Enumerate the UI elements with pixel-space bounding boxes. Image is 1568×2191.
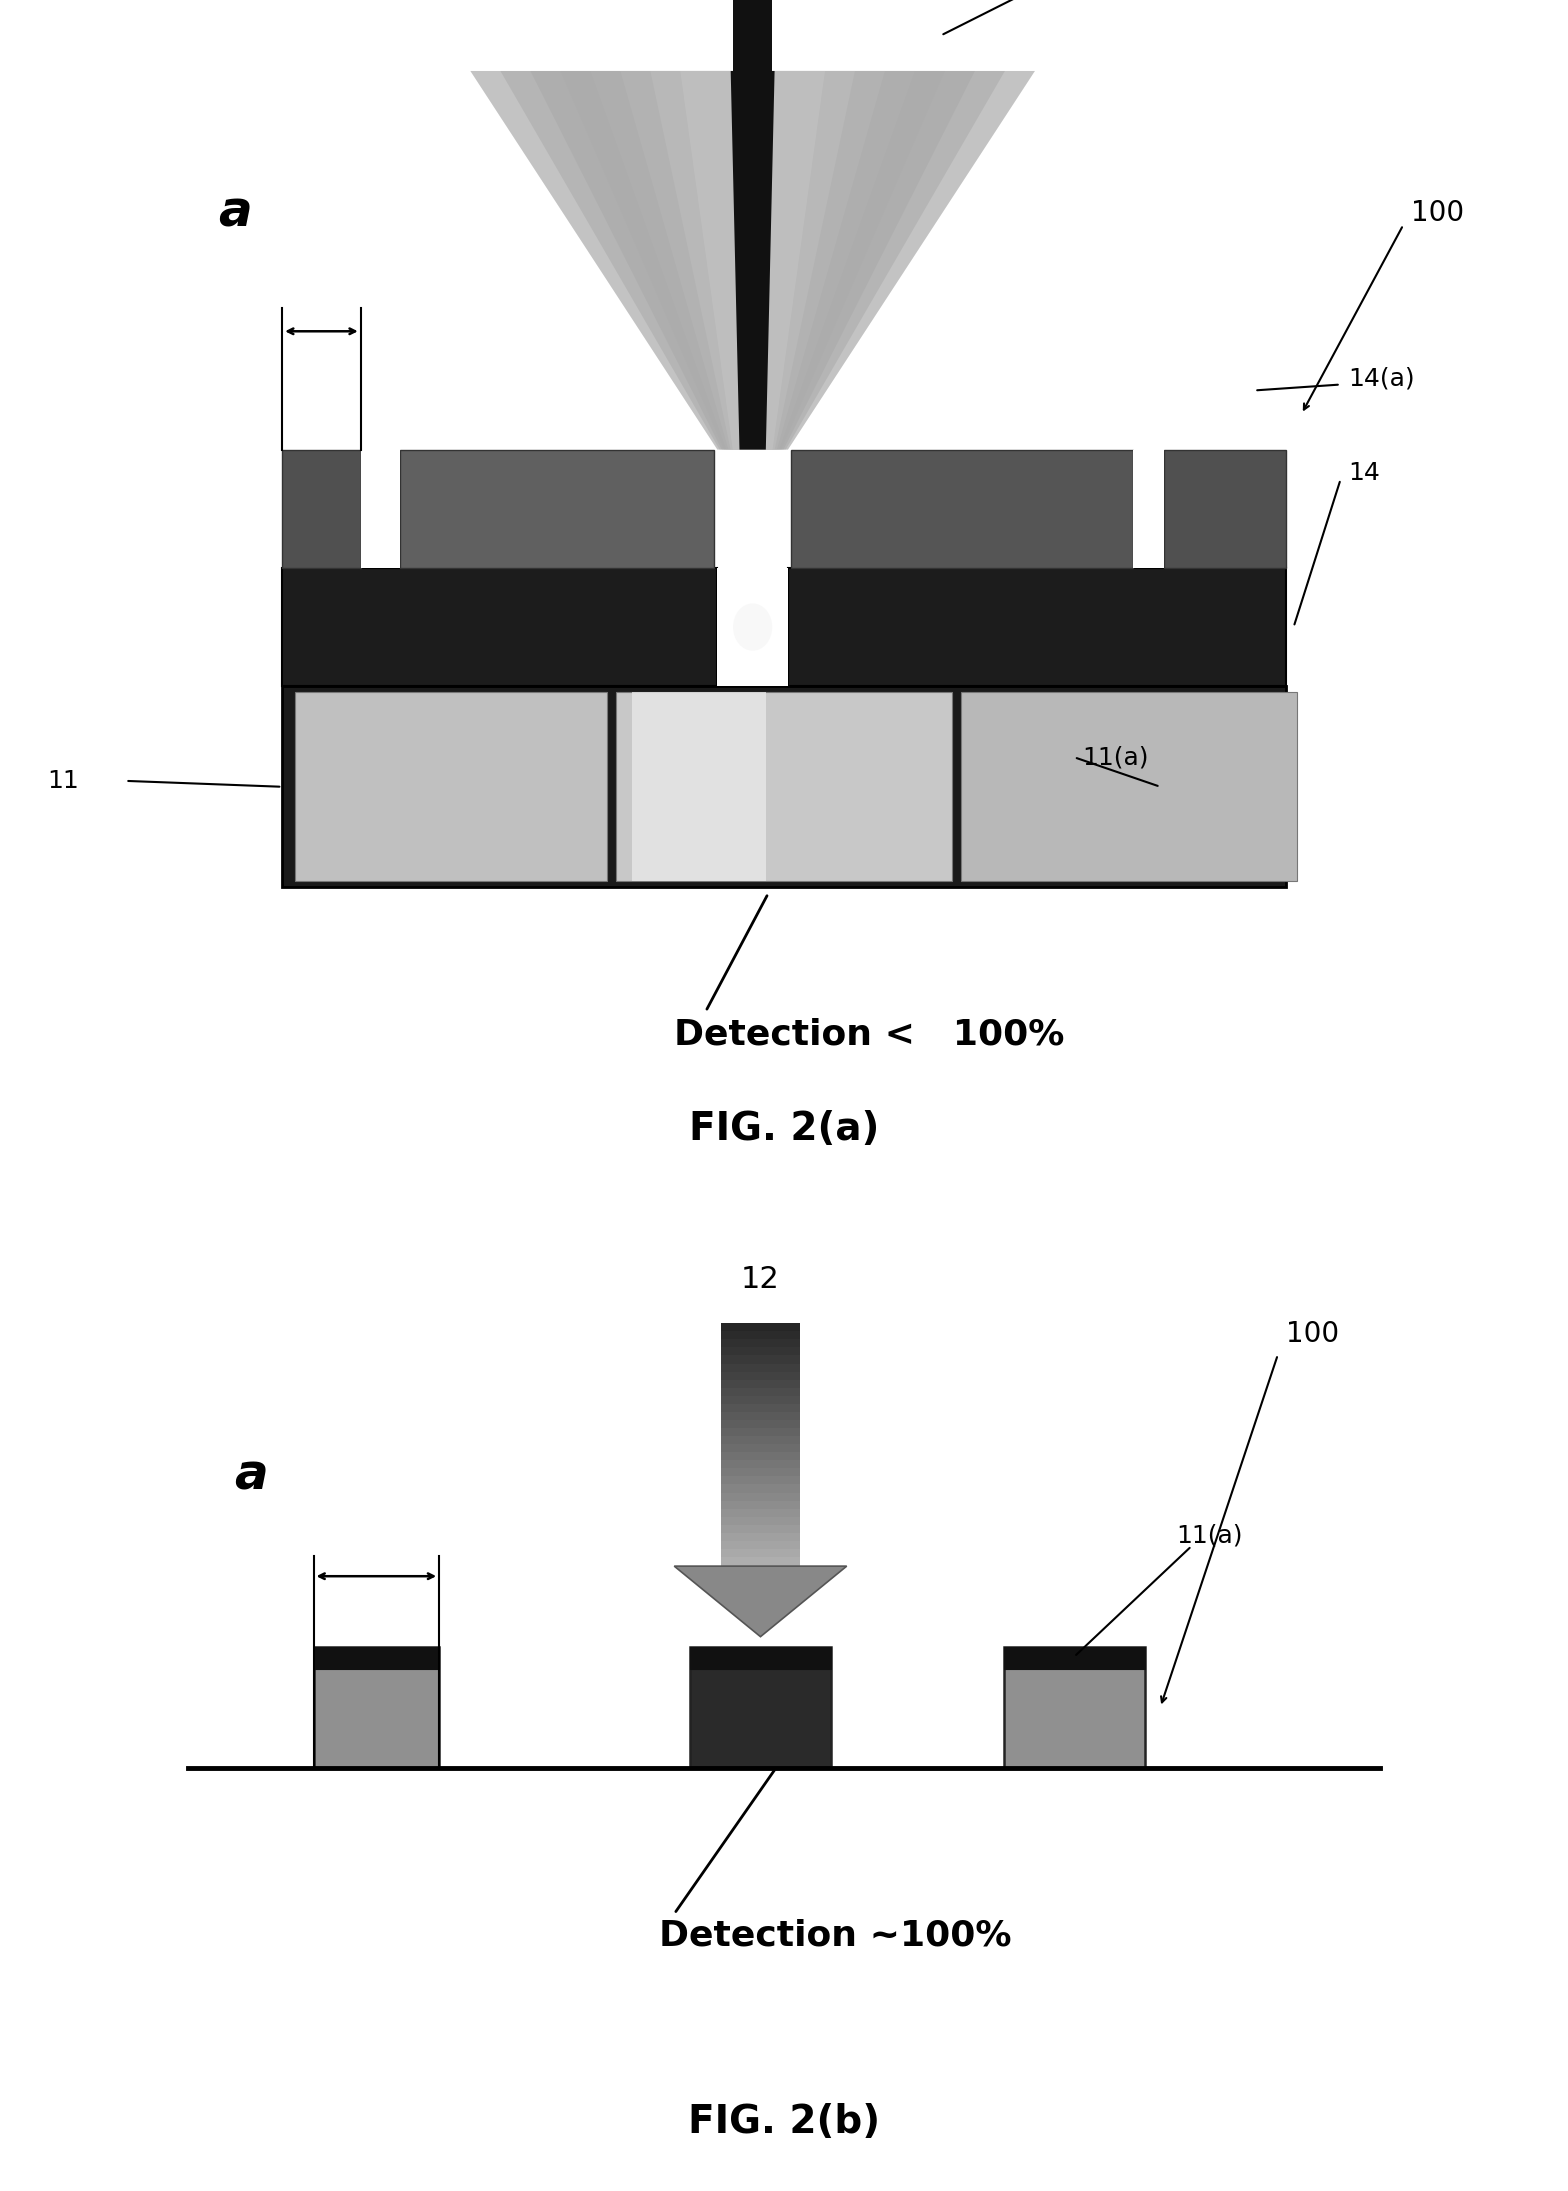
Text: Detection ~100%: Detection ~100% bbox=[659, 1919, 1011, 1952]
Text: FIG. 2(a): FIG. 2(a) bbox=[688, 1109, 880, 1148]
Bar bbox=[732, 0, 771, 70]
Bar bbox=[721, 1356, 800, 1365]
Bar bbox=[721, 1429, 800, 1437]
Polygon shape bbox=[621, 70, 884, 449]
Bar bbox=[721, 1461, 800, 1470]
Bar bbox=[721, 1347, 800, 1356]
Bar bbox=[616, 692, 952, 881]
Text: a: a bbox=[218, 188, 252, 237]
Bar bbox=[790, 449, 1132, 567]
Polygon shape bbox=[651, 70, 855, 449]
Bar bbox=[721, 1468, 800, 1477]
Bar bbox=[721, 1501, 800, 1510]
Polygon shape bbox=[674, 1567, 847, 1637]
Bar bbox=[721, 1492, 800, 1501]
Text: 11: 11 bbox=[47, 769, 78, 793]
Ellipse shape bbox=[732, 603, 771, 651]
Text: 11(a): 11(a) bbox=[1176, 1525, 1242, 1547]
Bar bbox=[721, 1477, 800, 1485]
Polygon shape bbox=[560, 70, 946, 449]
Bar bbox=[721, 1387, 800, 1398]
Bar bbox=[1132, 449, 1163, 567]
Bar bbox=[721, 1540, 800, 1549]
Bar bbox=[721, 1396, 800, 1404]
Text: 100: 100 bbox=[1411, 199, 1465, 228]
Bar bbox=[961, 692, 1297, 881]
Bar bbox=[721, 1332, 800, 1341]
Bar bbox=[1004, 1648, 1145, 1768]
Bar bbox=[282, 449, 361, 567]
Text: a: a bbox=[234, 1450, 268, 1499]
Text: 11(a): 11(a) bbox=[1082, 745, 1148, 769]
Text: FIG. 2(b): FIG. 2(b) bbox=[688, 2103, 880, 2141]
Bar bbox=[721, 1444, 800, 1453]
Bar bbox=[721, 1549, 800, 1558]
Bar bbox=[690, 1648, 831, 1670]
Bar bbox=[314, 1648, 439, 1768]
Polygon shape bbox=[681, 70, 825, 449]
Bar bbox=[721, 1411, 800, 1422]
Bar bbox=[282, 567, 717, 686]
Bar bbox=[787, 567, 1286, 686]
Bar bbox=[721, 1363, 800, 1372]
Polygon shape bbox=[500, 70, 1005, 449]
Bar bbox=[721, 1404, 800, 1413]
Text: 12: 12 bbox=[742, 1264, 779, 1295]
Polygon shape bbox=[470, 70, 1035, 449]
Text: 100: 100 bbox=[1286, 1321, 1339, 1347]
Polygon shape bbox=[530, 70, 975, 449]
Bar bbox=[632, 692, 767, 881]
Bar bbox=[282, 686, 1286, 887]
Bar bbox=[1004, 1648, 1145, 1670]
Bar bbox=[295, 692, 607, 881]
Text: 14(a): 14(a) bbox=[1348, 366, 1414, 390]
Bar bbox=[721, 1453, 800, 1461]
Polygon shape bbox=[470, 70, 1035, 449]
Text: Detection <   100%: Detection < 100% bbox=[674, 1017, 1065, 1052]
Bar bbox=[400, 449, 713, 567]
Bar bbox=[721, 1323, 800, 1332]
Bar bbox=[721, 1510, 800, 1518]
Bar bbox=[1163, 449, 1286, 567]
Bar bbox=[721, 1516, 800, 1525]
Bar bbox=[717, 567, 789, 686]
Bar bbox=[721, 1525, 800, 1534]
Bar bbox=[314, 1648, 439, 1670]
Bar bbox=[721, 1558, 800, 1567]
Bar bbox=[721, 1534, 800, 1542]
Bar bbox=[361, 449, 400, 567]
Bar bbox=[721, 1380, 800, 1389]
Polygon shape bbox=[590, 70, 914, 449]
Bar bbox=[721, 1420, 800, 1429]
Text: 14: 14 bbox=[1348, 462, 1380, 484]
Polygon shape bbox=[731, 70, 775, 449]
Bar bbox=[721, 1372, 800, 1380]
Bar bbox=[721, 1435, 800, 1446]
Bar bbox=[721, 1339, 800, 1347]
Bar bbox=[690, 1648, 831, 1768]
Bar bbox=[721, 1485, 800, 1494]
